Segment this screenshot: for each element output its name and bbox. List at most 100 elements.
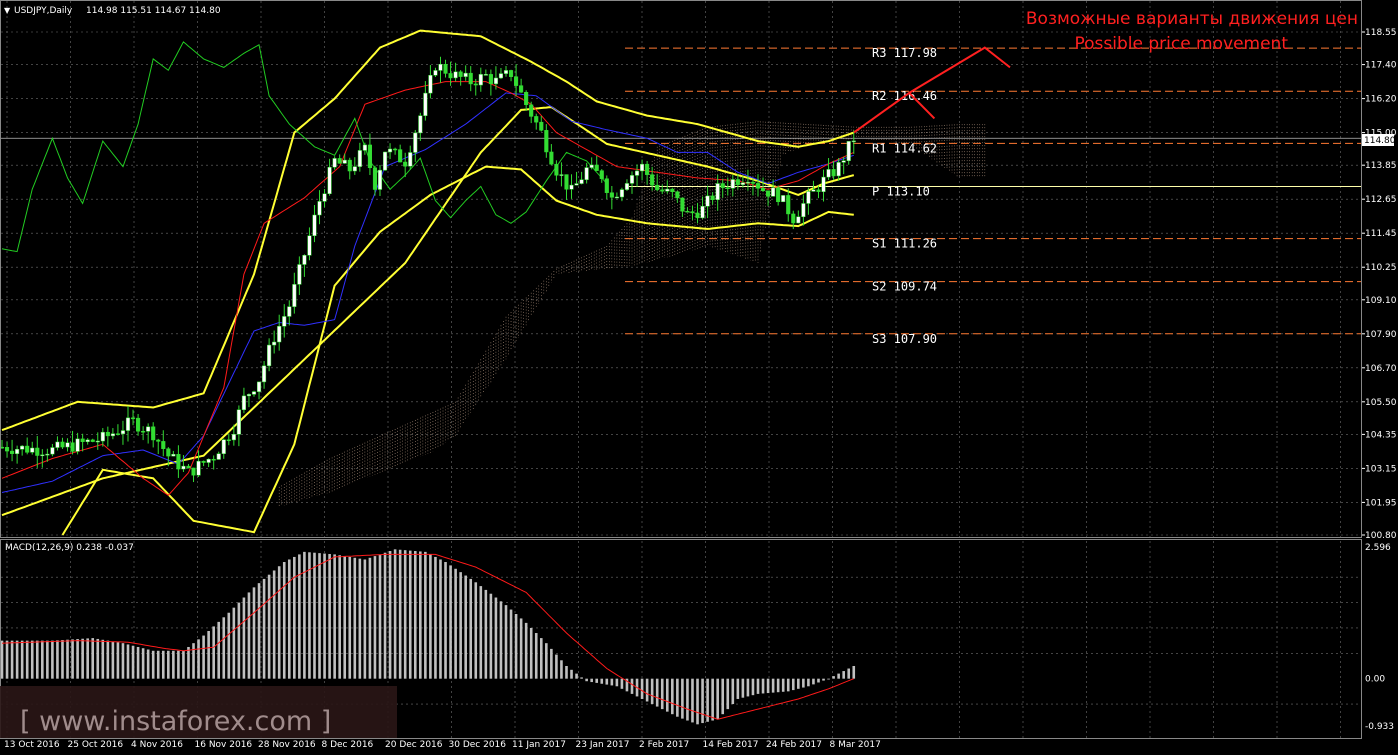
macd-histogram-bar <box>791 678 795 691</box>
macd-histogram-bar <box>51 640 54 679</box>
y-tick-label: 112.65 <box>1365 195 1397 205</box>
macd-histogram-bar <box>580 677 583 679</box>
candle-body <box>423 92 428 116</box>
macd-histogram-bar <box>161 650 165 679</box>
macd-histogram-bar <box>20 640 24 679</box>
candle-body <box>836 162 841 177</box>
macd-histogram-bar <box>172 650 175 679</box>
macd-histogram-bar <box>660 678 664 710</box>
macd-histogram-bar <box>822 678 825 681</box>
pivot-label-s2: S2 109.74 <box>872 280 937 294</box>
candle-body <box>433 70 438 76</box>
y-tick-label: 111.45 <box>1365 229 1397 239</box>
macd-histogram-bar <box>398 549 402 679</box>
main-panel-frame <box>0 0 1362 538</box>
candle-body <box>569 184 574 190</box>
candle-body <box>236 409 241 435</box>
x-tick-label: 8 Mar 2017 <box>830 740 881 750</box>
bollinger-lower-line <box>61 165 854 536</box>
candle-body <box>514 76 519 86</box>
macd-histogram-bar <box>494 597 498 679</box>
candle-body <box>760 187 766 191</box>
header-triangle-icon[interactable]: ▼ <box>4 6 11 15</box>
forecast-arrow <box>908 46 1011 94</box>
candle-body <box>191 467 196 476</box>
macd-histogram-bar <box>182 650 185 679</box>
candle-body <box>413 132 418 153</box>
candle-body <box>181 465 186 470</box>
macd-histogram-bar <box>676 678 679 717</box>
macd-histogram-bar <box>539 638 543 679</box>
macd-histogram-bar <box>338 555 341 679</box>
y-tick-label: 106.70 <box>1365 364 1397 374</box>
bollinger-middle-line <box>1 106 855 517</box>
candle-body <box>4 447 10 452</box>
macd-histogram-bar <box>701 678 704 724</box>
candle-body <box>125 417 131 431</box>
candle-body <box>15 449 20 454</box>
macd-histogram-bar <box>0 640 4 679</box>
candle-body <box>277 326 282 343</box>
macd-histogram-bar <box>550 648 553 679</box>
candle-body <box>40 454 45 457</box>
y-tick-label: 113.85 <box>1365 161 1397 171</box>
x-tick-label: 25 Oct 2016 <box>68 740 124 750</box>
macd-histogram-bar <box>852 665 856 679</box>
x-tick-label: 4 Nov 2016 <box>131 740 183 750</box>
macd-histogram-bar <box>519 618 523 679</box>
macd-histogram-bar <box>308 552 311 679</box>
macd-histogram-bar <box>640 678 644 699</box>
candle-body <box>589 164 594 168</box>
macd-histogram-bar <box>630 678 634 694</box>
macd-histogram-bar <box>509 609 513 679</box>
kijun-line <box>1 81 855 496</box>
candle-body <box>60 441 65 448</box>
y-tick-label: 109.10 <box>1365 296 1397 306</box>
ohlc-header: 114.98 115.51 114.67 114.80 <box>86 6 221 16</box>
tenkan-line <box>1 92 854 493</box>
macd-histogram-bar <box>343 556 347 679</box>
macd-histogram-bar <box>313 552 316 679</box>
macd-histogram-bar <box>484 589 488 679</box>
candle-body <box>700 206 705 219</box>
macd-histogram-bar <box>424 551 427 679</box>
candle-body <box>710 195 715 200</box>
y-tick-label: 103.15 <box>1365 464 1397 474</box>
macd-histogram-bar <box>393 549 397 679</box>
candle-body <box>529 104 534 117</box>
candle-body <box>428 75 433 94</box>
macd-histogram-bar <box>439 559 442 679</box>
candle-body <box>362 144 367 151</box>
candle-body <box>640 163 645 172</box>
candles <box>0 56 856 483</box>
candle-body <box>105 431 110 437</box>
macd-histogram-bar <box>489 593 493 679</box>
macd-histogram-bar <box>499 601 503 679</box>
macd-histogram-bar <box>293 556 296 679</box>
candle-body <box>45 453 50 456</box>
candle-body <box>745 181 750 184</box>
candle-body <box>508 70 514 77</box>
macd-histogram-bar <box>776 678 780 693</box>
macd-histogram-bar <box>746 678 750 697</box>
macd-histogram-bar <box>81 638 84 679</box>
candle-body <box>327 166 332 194</box>
candle-body <box>216 453 221 460</box>
macd-histogram-bar <box>620 678 624 689</box>
macd-histogram-bar <box>766 678 770 694</box>
macd-histogram-bar <box>131 645 135 679</box>
macd-histogram-bar <box>323 553 326 679</box>
candle-body <box>186 465 191 469</box>
macd-histogram-bar <box>15 640 19 679</box>
macd-histogram-bar <box>575 673 578 679</box>
candle-body <box>584 167 589 180</box>
macd-histogram-bar <box>534 633 538 679</box>
macd-histogram-bar <box>30 640 34 679</box>
candle-body <box>564 174 569 190</box>
macd-y-tick-label: 0.00 <box>1365 675 1385 685</box>
candle-body <box>554 163 559 176</box>
chikou-line <box>1 41 608 253</box>
pivot-label-r3: R3 117.98 <box>872 46 937 60</box>
pivot-label-p: P 113.10 <box>872 184 930 198</box>
y-tick-label: 110.25 <box>1365 263 1397 273</box>
